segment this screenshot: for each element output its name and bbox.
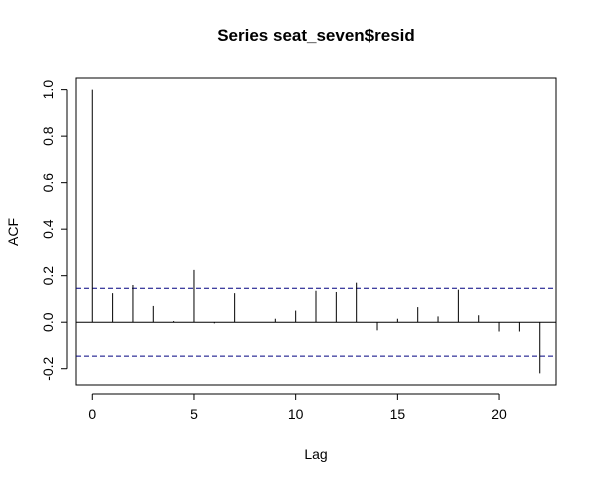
x-tick-label-15: 15 — [390, 406, 406, 422]
plot-layer: 0 5 10 15 20 -0.2 0.0 0.2 0.4 0.6 0.8 1.0 — [40, 80, 556, 422]
y-tick-label-6: 1.0 — [40, 80, 56, 100]
y-tick-label-0: -0.2 — [40, 356, 56, 380]
x-axis-label: Lag — [304, 446, 327, 462]
y-axis-label: ACF — [5, 218, 21, 246]
y-tick-label-1: 0.0 — [40, 312, 56, 332]
y-tick-label-5: 0.8 — [40, 126, 56, 146]
chart-title: Series seat_seven$resid — [217, 26, 415, 45]
x-tick-label-5: 5 — [190, 406, 198, 422]
x-tick-label-20: 20 — [491, 406, 507, 422]
x-tick-label-0: 0 — [88, 406, 96, 422]
plot-box — [75, 77, 557, 386]
x-tick-label-10: 10 — [288, 406, 304, 422]
y-tick-label-4: 0.6 — [40, 173, 56, 193]
y-tick-label-3: 0.4 — [40, 219, 56, 239]
y-tick-label-2: 0.2 — [40, 266, 56, 286]
